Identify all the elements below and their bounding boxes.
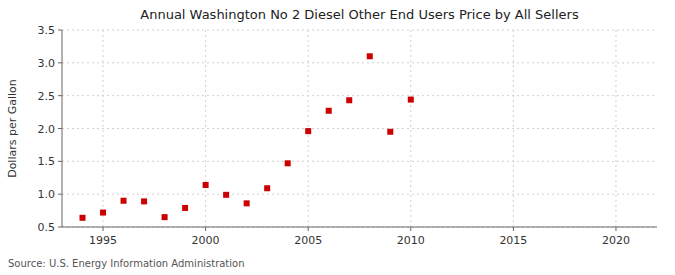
- point: [244, 200, 250, 206]
- y-grid-line: [62, 227, 657, 228]
- y-tick-label: 2.0: [38, 123, 56, 136]
- x-grid-line: [103, 30, 104, 227]
- y-tick-label: 3.0: [38, 57, 56, 70]
- point: [264, 185, 270, 191]
- y-axis-line: [62, 30, 63, 227]
- point: [387, 129, 393, 135]
- point: [203, 182, 209, 188]
- grid: [62, 30, 657, 227]
- y-tick-label: 2.5: [38, 90, 56, 103]
- y-grid-line: [62, 128, 657, 129]
- point: [80, 215, 86, 221]
- x-tick: [615, 227, 616, 231]
- point: [285, 160, 291, 166]
- point: [408, 97, 414, 103]
- source-note: Source: U.S. Energy Information Administ…: [8, 258, 245, 269]
- point: [305, 128, 311, 134]
- y-tick: [58, 194, 62, 195]
- y-grid-line: [62, 95, 657, 96]
- x-tick: [205, 227, 206, 231]
- point: [326, 108, 332, 114]
- y-tick: [58, 128, 62, 129]
- point: [141, 198, 147, 204]
- axes: 0.5 1.0 1.5 2.0 2.5 3.0 3.5 1995 2000 2005 2010 201…: [38, 24, 658, 247]
- x-tick: [410, 227, 411, 231]
- points: [80, 53, 414, 221]
- title: Annual Washington No 2 Diesel Other End …: [140, 7, 579, 22]
- point: [100, 210, 106, 216]
- y-tick-label: 0.5: [38, 221, 56, 234]
- x-tick-label: 1995: [89, 234, 117, 247]
- y-tick: [58, 30, 62, 31]
- x-tick-label: 2005: [294, 234, 322, 247]
- y-tick: [58, 95, 62, 96]
- x-tick-label: 2010: [397, 234, 425, 247]
- point: [346, 97, 352, 103]
- y-grid-line: [62, 62, 657, 63]
- y-tick-label: 1.5: [38, 155, 56, 168]
- y-grid-line: [62, 161, 657, 162]
- y-grid-line: [62, 194, 657, 195]
- y-tick-label: 3.5: [38, 24, 56, 37]
- chart-container: 0.5 1.0 1.5 2.0 2.5 3.0 3.5 1995 2000 2005 2010 201…: [0, 0, 675, 275]
- point: [121, 198, 127, 204]
- x-grid-line: [410, 30, 411, 227]
- x-tick-label: 2000: [192, 234, 220, 247]
- point: [182, 205, 188, 211]
- x-grid-line: [205, 30, 206, 227]
- x-grid-line: [513, 30, 514, 227]
- x-tick: [513, 227, 514, 231]
- y-tick: [58, 227, 62, 228]
- x-tick-label: 2015: [499, 234, 527, 247]
- y-grid-line: [62, 30, 657, 31]
- chart-svg: 0.5 1.0 1.5 2.0 2.5 3.0 3.5 1995 2000 2005 2010 201…: [0, 0, 675, 275]
- point: [223, 192, 229, 198]
- y-axis-label: Dollars per Gallon: [6, 79, 19, 178]
- x-tick-label: 2020: [602, 234, 630, 247]
- y-tick-label: 1.0: [38, 188, 56, 201]
- x-tick: [308, 227, 309, 231]
- y-tick: [58, 62, 62, 63]
- x-grid-line: [615, 30, 616, 227]
- x-tick: [103, 227, 104, 231]
- point: [162, 214, 168, 220]
- y-tick: [58, 161, 62, 162]
- x-axis-line: [62, 227, 657, 228]
- point: [367, 53, 373, 59]
